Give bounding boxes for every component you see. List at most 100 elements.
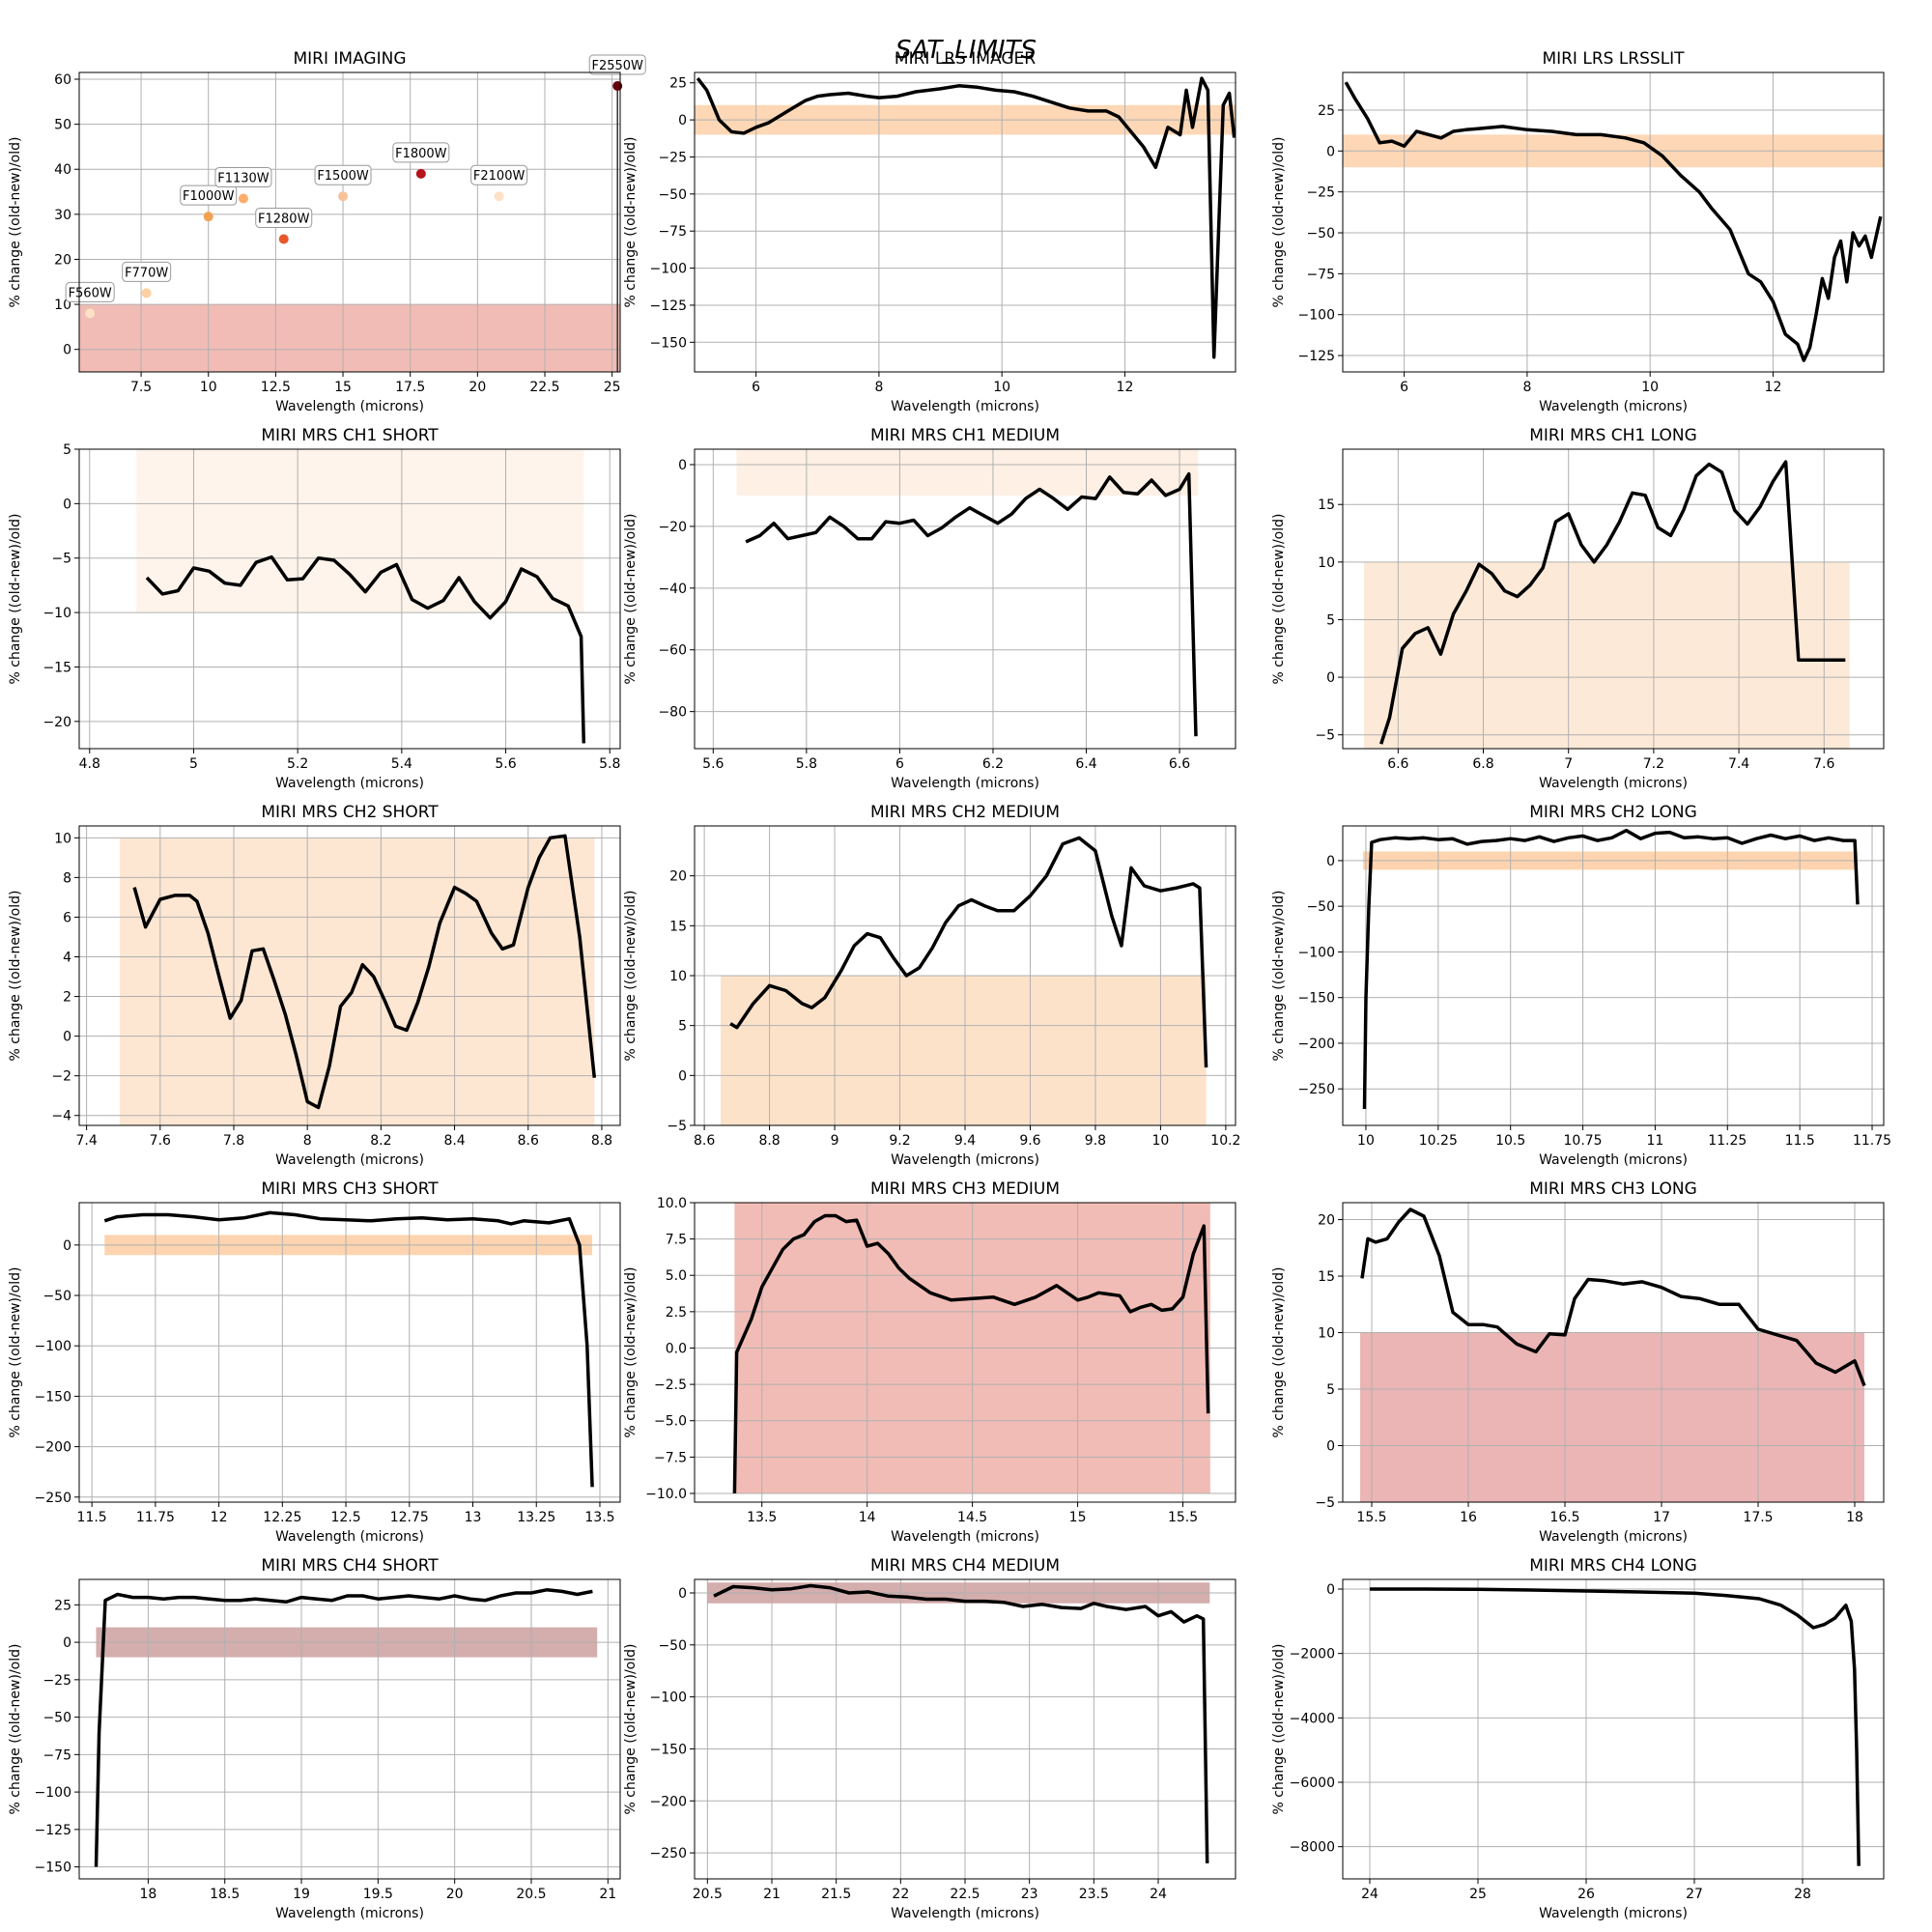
- y-axis-label: % change ((old-new)/old): [1271, 137, 1287, 308]
- panel-title: MIRI MRS CH2 MEDIUM: [870, 803, 1060, 822]
- point-label-box: [314, 164, 372, 185]
- y-tick-label: 0: [678, 113, 687, 128]
- y-axis-label: % change ((old-new)/old): [8, 1644, 23, 1815]
- x-tick-label: 28: [1794, 1887, 1811, 1902]
- y-tick-label: −100: [650, 262, 687, 277]
- y-tick-label: −200: [1298, 1037, 1335, 1052]
- y-tick-label: −2.5: [654, 1378, 687, 1393]
- axes-frame: [694, 1578, 1236, 1880]
- point-label-box: [122, 261, 172, 282]
- point-label-box: [588, 54, 646, 75]
- point-label-box: [214, 167, 272, 188]
- series-line: [1360, 1208, 1866, 1387]
- point-label: F1280W: [258, 212, 310, 226]
- panel-title: MIRI MRS CH4 MEDIUM: [870, 1556, 1060, 1576]
- x-tick-label: 11.5: [1785, 1133, 1815, 1149]
- x-tick-label: 6.6: [1169, 756, 1190, 772]
- panel-title: MIRI MRS CH2 SHORT: [261, 803, 439, 822]
- x-tick-label: 7.2: [1643, 756, 1664, 772]
- x-tick-label: 16.5: [1549, 1510, 1579, 1525]
- y-tick-label: −50: [1306, 899, 1335, 915]
- x-axis-label: Wavelength (microns): [275, 776, 424, 791]
- x-axis-label: Wavelength (microns): [1539, 1152, 1688, 1168]
- y-tick-label: 5: [1326, 612, 1335, 628]
- y-tick-label: 2: [63, 990, 71, 1006]
- series-line: [1379, 460, 1846, 745]
- x-tick-label: 20: [469, 380, 486, 395]
- y-tick-label: −25: [658, 150, 687, 165]
- chart-panel: 20.5 21 21.5 22 22.5 23 23.5 24 −250 −200 −150 −100…: [623, 1556, 1236, 1921]
- y-tick-label: 50: [54, 118, 71, 133]
- y-tick-label: −250: [1298, 1082, 1335, 1097]
- x-tick-label: 13.5: [584, 1510, 614, 1525]
- x-tick-label: 15.5: [1168, 1510, 1198, 1525]
- y-tick-label: 5.0: [666, 1268, 687, 1284]
- x-tick-label: 20: [446, 1887, 464, 1902]
- chart-panel: 6.6 6.8 7 7.2 7.4 7.6 −5 0 5 10 15 MIRI MRS CH1 LON…: [1271, 426, 1885, 791]
- x-axis-label: Wavelength (microns): [275, 399, 424, 414]
- x-tick-label: 6.4: [1075, 756, 1096, 772]
- y-tick-label: 0.0: [666, 1341, 687, 1356]
- y-tick-label: 20: [54, 252, 71, 268]
- chart-panel: 6 8 10 12 −125 −100 −75 −50 −25 0 25 MIRI LRS LRSSL…: [1271, 49, 1885, 414]
- x-tick-label: 10.75: [1564, 1133, 1603, 1149]
- axes-frame: [694, 1202, 1236, 1503]
- y-tick-label: −75: [1306, 267, 1335, 282]
- x-tick-label: 10.5: [1495, 1133, 1525, 1149]
- x-tick-label: 23.5: [1079, 1887, 1109, 1902]
- y-tick-label: −250: [35, 1491, 71, 1506]
- x-tick-label: 7: [1564, 756, 1573, 772]
- x-tick-label: 10: [1151, 1133, 1169, 1149]
- x-tick-label: 14: [859, 1510, 876, 1525]
- point-label: F560W: [69, 286, 112, 300]
- y-tick-label: 25: [54, 1598, 71, 1613]
- x-tick-label: 18.5: [210, 1887, 240, 1902]
- x-tick-label: 8: [303, 1133, 312, 1149]
- x-axis-label: Wavelength (microns): [891, 776, 1039, 791]
- x-tick-label: 7.6: [150, 1133, 171, 1149]
- x-tick-label: 8.8: [758, 1133, 780, 1149]
- x-tick-label: 6: [1400, 380, 1408, 395]
- x-axis-label: Wavelength (microns): [275, 1906, 424, 1921]
- x-tick-label: 17.5: [1743, 1510, 1773, 1525]
- y-tick-label: −20: [43, 715, 71, 730]
- y-tick-label: −25: [43, 1673, 71, 1689]
- x-tick-label: 12.5: [330, 1510, 360, 1525]
- x-tick-label: 12: [211, 1510, 228, 1525]
- y-tick-label: −50: [43, 1711, 71, 1726]
- axes-frame: [78, 825, 621, 1126]
- point-label: F1000W: [183, 189, 235, 204]
- x-tick-label: 21.5: [821, 1887, 851, 1902]
- x-tick-label: 11.5: [77, 1510, 107, 1525]
- y-axis-label: % change ((old-new)/old): [1271, 514, 1287, 685]
- point-label: F1800W: [395, 147, 447, 161]
- x-tick-label: 10.2: [1210, 1133, 1240, 1149]
- data-point: [415, 168, 426, 179]
- y-tick-label: −150: [650, 1742, 687, 1757]
- panel-title: MIRI MRS CH1 LONG: [1529, 426, 1697, 445]
- x-tick-label: 7.4: [1728, 756, 1749, 772]
- panel-title: MIRI LRS LRSSLIT: [1542, 49, 1685, 69]
- y-tick-label: 15: [669, 919, 687, 934]
- y-tick-label: −60: [658, 643, 687, 659]
- y-tick-label: −100: [650, 1690, 687, 1706]
- x-tick-label: 10: [200, 380, 217, 395]
- x-axis-label: Wavelength (microns): [275, 1152, 424, 1168]
- chart-panel: 4.8 5 5.2 5.4 5.6 5.8 −20 −15 −10 −5 0 5 MIRI MRS CH…: [8, 426, 621, 791]
- x-tick-label: 10.25: [1419, 1133, 1458, 1149]
- saturation-band: [736, 449, 1199, 496]
- x-tick-label: 18: [139, 1887, 156, 1902]
- axes-frame: [694, 825, 1236, 1126]
- y-tick-label: −100: [35, 1339, 71, 1354]
- series-line: [94, 1588, 593, 1867]
- series-line: [1344, 81, 1883, 362]
- point-label-box: [180, 185, 238, 206]
- y-tick-label: 0: [1326, 144, 1335, 159]
- x-tick-label: 8.2: [370, 1133, 391, 1149]
- chart-panel: 5.6 5.8 6 6.2 6.4 6.6 −80 −60 −40 −20 0 MIRI MRS CH…: [623, 426, 1236, 791]
- x-tick-label: 5.8: [796, 756, 817, 772]
- y-tick-label: 15: [1318, 497, 1335, 513]
- y-tick-label: −100: [1298, 945, 1335, 960]
- axes-frame: [1342, 1202, 1885, 1503]
